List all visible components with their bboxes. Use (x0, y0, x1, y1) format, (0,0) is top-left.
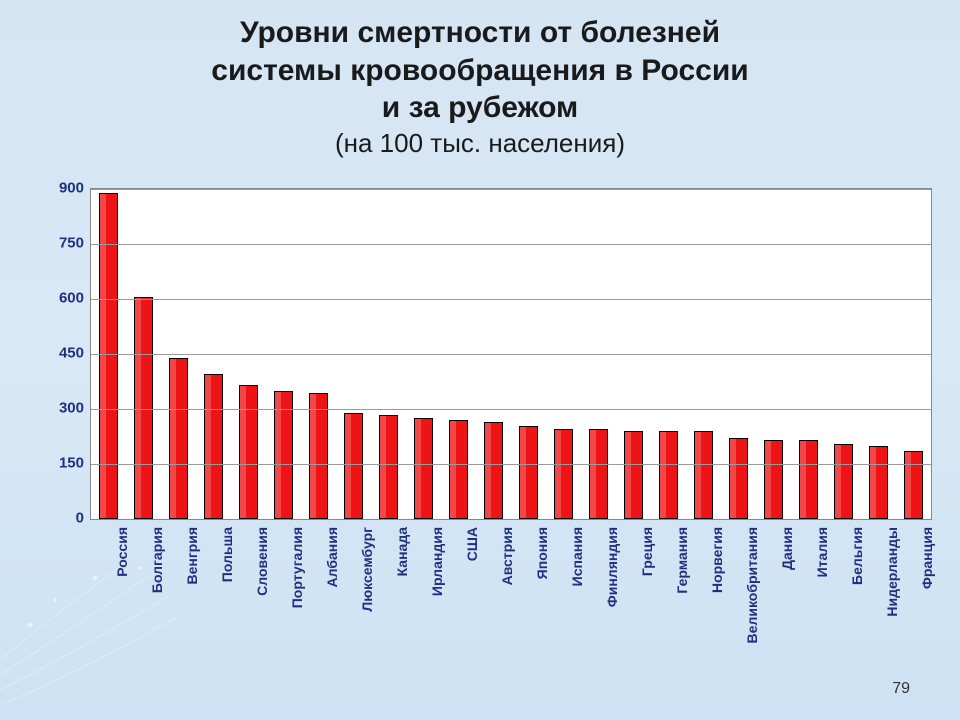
title-block: Уровни смертности от болезней системы кр… (0, 14, 960, 159)
x-tick-label: США (464, 523, 480, 561)
x-tick-label: Финляндия (604, 523, 620, 607)
bar (484, 422, 503, 519)
y-tick-label: 600 (34, 291, 84, 306)
bar (344, 413, 363, 519)
x-tick-label: Франция (919, 523, 935, 589)
gridline (91, 299, 931, 300)
x-axis-labels: Россия Болгария Венгрия Польша Словения Порту… (90, 523, 930, 683)
bar (694, 431, 713, 519)
bar (764, 440, 783, 519)
x-tick-label: Германия (674, 523, 690, 594)
x-tick-label: Япония (534, 523, 550, 579)
bar (204, 374, 223, 519)
bar (309, 393, 328, 520)
bar (904, 451, 923, 519)
x-tick-label: Португалия (289, 523, 305, 608)
x-tick-label: Норвегия (709, 523, 725, 593)
x-tick-label: Испания (569, 523, 585, 586)
x-tick-label: Венгрия (184, 523, 200, 585)
x-tick-label: Албания (324, 523, 340, 587)
y-tick-label: 0 (34, 511, 84, 526)
bar (449, 420, 468, 519)
x-tick-label: Австрия (499, 523, 515, 585)
x-tick-label: Бельгия (849, 523, 865, 585)
bar (414, 418, 433, 519)
gridline (91, 354, 931, 355)
x-tick-label: Италия (814, 523, 830, 577)
x-tick-label: Канада (394, 523, 410, 576)
gridline (91, 409, 931, 410)
subtitle: (на 100 тыс. населения) (0, 127, 960, 160)
y-tick-label: 750 (34, 236, 84, 251)
page-number: 79 (892, 680, 910, 698)
title-line-1: Уровни смертности от болезней (0, 14, 960, 52)
bar (239, 385, 258, 519)
bar (729, 438, 748, 519)
bar (659, 431, 678, 519)
bar (869, 446, 888, 519)
x-tick-label: Болгария (149, 523, 165, 593)
x-tick-label: Люксембург (359, 523, 375, 612)
bar (589, 429, 608, 519)
gridline (91, 464, 931, 465)
gridline (91, 189, 931, 190)
bar (169, 358, 188, 519)
y-tick-label: 300 (34, 401, 84, 416)
x-tick-label: Нидерланды (884, 523, 900, 617)
title-line-2: системы кровообращения в России (0, 52, 960, 90)
gridline (91, 244, 931, 245)
x-tick-label: Польша (219, 523, 235, 582)
x-tick-label: Словения (254, 523, 270, 596)
plot-area (90, 188, 932, 520)
x-tick-label: Греция (639, 523, 655, 576)
bar-chart: Россия Болгария Венгрия Польша Словения Порту… (30, 188, 930, 688)
x-tick-label: Великобритания (744, 523, 760, 643)
bar (519, 426, 538, 520)
x-tick-label: Россия (114, 523, 130, 577)
y-tick-label: 150 (34, 456, 84, 471)
y-tick-label: 450 (34, 346, 84, 361)
x-tick-label: Ирландия (429, 523, 445, 596)
bar (99, 193, 118, 519)
x-tick-label: Дания (779, 523, 795, 570)
bar (799, 440, 818, 519)
y-tick-label: 900 (34, 181, 84, 196)
bar (554, 429, 573, 519)
bar (379, 415, 398, 520)
bar (624, 431, 643, 519)
title-line-3: и за рубежом (0, 89, 960, 127)
slide: Уровни смертности от болезней системы кр… (0, 0, 960, 720)
bar (834, 444, 853, 519)
